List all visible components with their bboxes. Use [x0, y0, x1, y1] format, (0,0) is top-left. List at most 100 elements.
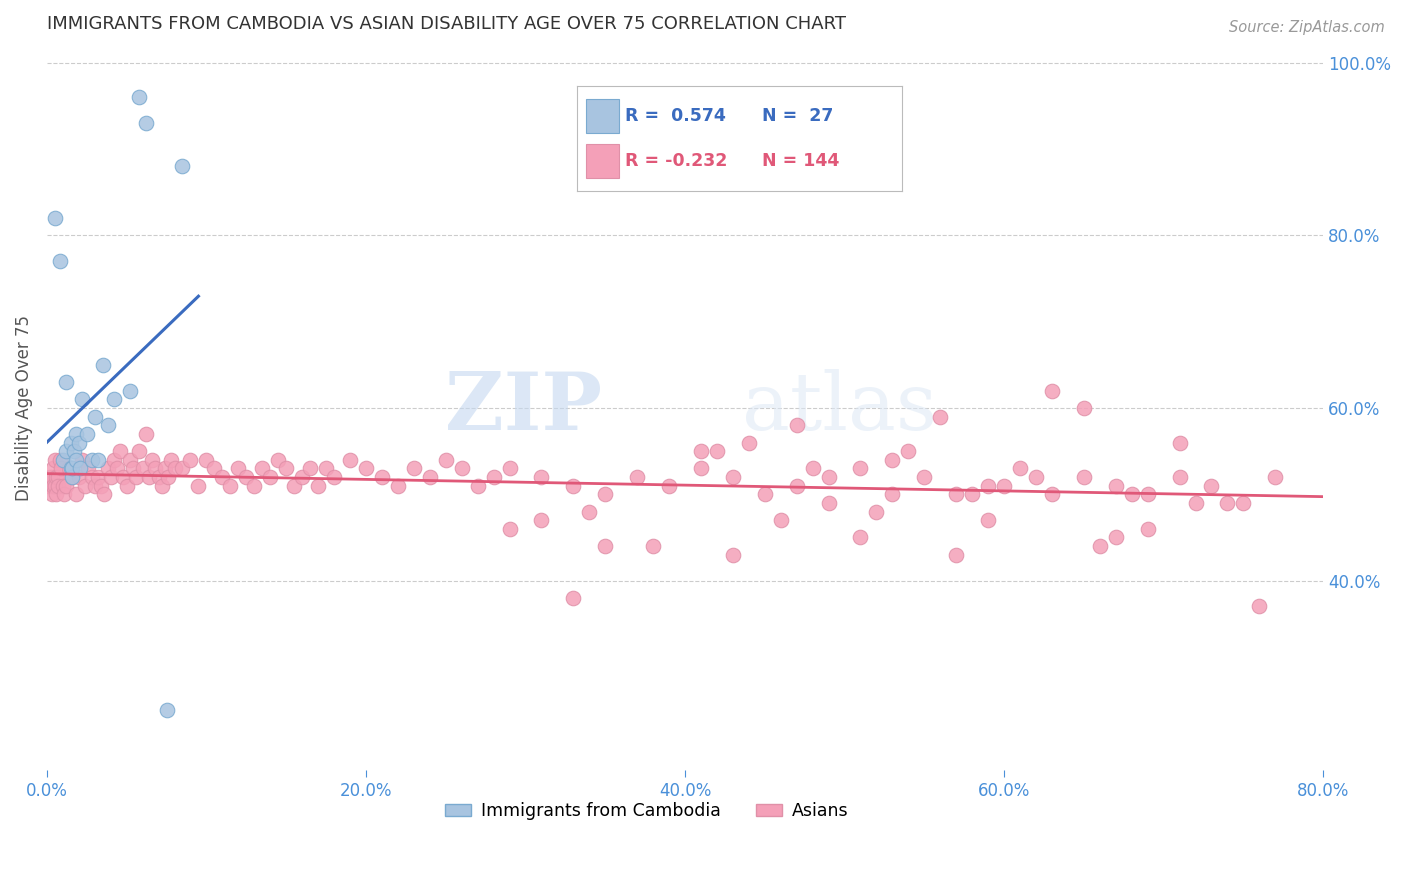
Point	[1105, 478, 1128, 492]
Point	[419, 470, 441, 484]
Point	[849, 461, 872, 475]
Point	[817, 470, 839, 484]
Point	[63, 444, 86, 458]
Point	[115, 478, 138, 492]
Point	[153, 461, 176, 475]
Point	[769, 513, 792, 527]
Point	[1216, 496, 1239, 510]
Point	[42, 461, 65, 475]
Point	[291, 470, 314, 484]
Point	[849, 530, 872, 544]
Point	[55, 375, 77, 389]
Point	[51, 461, 73, 475]
Point	[46, 470, 69, 484]
Point	[75, 478, 97, 492]
Point	[1040, 384, 1063, 398]
Point	[148, 470, 170, 484]
Point	[96, 461, 118, 475]
Point	[202, 461, 225, 475]
Point	[786, 418, 808, 433]
Point	[578, 504, 600, 518]
Point	[1168, 470, 1191, 484]
Point	[721, 548, 744, 562]
Point	[150, 478, 173, 492]
Point	[187, 478, 209, 492]
Point	[110, 444, 132, 458]
Point	[44, 452, 66, 467]
Point	[41, 487, 63, 501]
Point	[195, 452, 218, 467]
Point	[65, 487, 87, 501]
Point	[402, 461, 425, 475]
Point	[882, 487, 904, 501]
Point	[96, 418, 118, 433]
Point	[1136, 487, 1159, 501]
Point	[67, 435, 90, 450]
Point	[62, 470, 84, 484]
Point	[593, 487, 616, 501]
Point	[1073, 401, 1095, 415]
Point	[44, 478, 66, 492]
Point	[721, 470, 744, 484]
Point	[80, 452, 103, 467]
Point	[219, 478, 242, 492]
Point	[103, 392, 125, 407]
Point	[1121, 487, 1143, 501]
Point	[48, 254, 70, 268]
Point	[105, 461, 128, 475]
Y-axis label: Disability Age Over 75: Disability Age Over 75	[15, 315, 32, 501]
Point	[55, 478, 77, 492]
Point	[882, 452, 904, 467]
Point	[562, 478, 585, 492]
Point	[62, 461, 84, 475]
Point	[39, 470, 62, 484]
Point	[46, 478, 69, 492]
Text: ZIP: ZIP	[446, 369, 602, 447]
Point	[118, 452, 141, 467]
Point	[323, 470, 346, 484]
Point	[155, 703, 177, 717]
Point	[387, 478, 409, 492]
Point	[138, 470, 160, 484]
Point	[53, 487, 76, 501]
Point	[103, 452, 125, 467]
Point	[897, 444, 920, 458]
Text: IMMIGRANTS FROM CAMBODIA VS ASIAN DISABILITY AGE OVER 75 CORRELATION CHART: IMMIGRANTS FROM CAMBODIA VS ASIAN DISABI…	[46, 15, 846, 33]
Point	[128, 90, 150, 104]
Point	[87, 470, 110, 484]
Point	[945, 487, 967, 501]
Point	[643, 539, 665, 553]
Point	[1201, 478, 1223, 492]
Point	[52, 452, 75, 467]
Point	[307, 478, 329, 492]
Point	[59, 435, 82, 450]
Point	[77, 461, 100, 475]
Point	[690, 444, 713, 458]
Point	[482, 470, 505, 484]
Point	[1264, 470, 1286, 484]
Point	[738, 435, 761, 450]
Point	[80, 470, 103, 484]
Point	[299, 461, 322, 475]
Point	[267, 452, 290, 467]
Point	[498, 461, 520, 475]
Point	[44, 211, 66, 226]
Point	[90, 478, 112, 492]
Point	[45, 487, 67, 501]
Point	[172, 160, 194, 174]
Point	[135, 426, 157, 441]
Point	[58, 461, 80, 475]
Point	[1249, 599, 1271, 614]
Point	[786, 478, 808, 492]
Point	[45, 470, 67, 484]
Point	[235, 470, 257, 484]
Point	[1040, 487, 1063, 501]
Point	[690, 461, 713, 475]
Point	[122, 461, 145, 475]
Point	[179, 452, 201, 467]
Point	[67, 470, 90, 484]
Point	[59, 461, 82, 475]
Point	[172, 461, 194, 475]
Point	[128, 444, 150, 458]
Point	[157, 470, 180, 484]
